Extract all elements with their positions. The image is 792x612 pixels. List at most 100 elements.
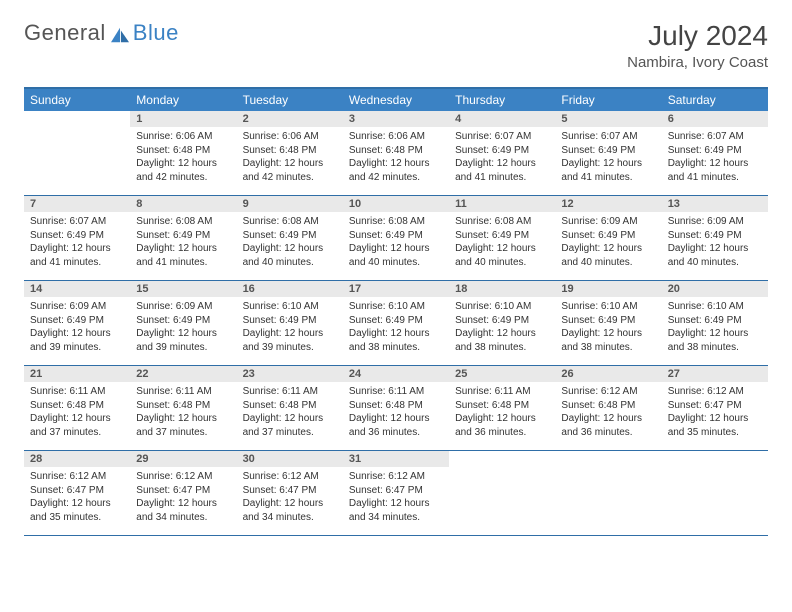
sunset-text: Sunset: 6:49 PM	[243, 314, 337, 328]
daylight-text: and 35 minutes.	[668, 426, 762, 440]
day-number: 7	[24, 196, 130, 212]
daylight-text: Daylight: 12 hours	[561, 327, 655, 341]
header: General Blue July 2024 Nambira, Ivory Co…	[24, 20, 768, 71]
daylight-text: and 37 minutes.	[243, 426, 337, 440]
day-details: Sunrise: 6:12 AMSunset: 6:48 PMDaylight:…	[555, 382, 661, 445]
sunrise-text: Sunrise: 6:07 AM	[561, 130, 655, 144]
calendar-day: 17Sunrise: 6:10 AMSunset: 6:49 PMDayligh…	[343, 281, 449, 365]
calendar-week: 7Sunrise: 6:07 AMSunset: 6:49 PMDaylight…	[24, 196, 768, 281]
day-details: Sunrise: 6:06 AMSunset: 6:48 PMDaylight:…	[237, 127, 343, 190]
day-number: 19	[555, 281, 661, 297]
daylight-text: and 38 minutes.	[668, 341, 762, 355]
calendar-day: 31Sunrise: 6:12 AMSunset: 6:47 PMDayligh…	[343, 451, 449, 535]
weekday-header: Saturday	[662, 89, 768, 111]
day-number	[662, 451, 768, 455]
daylight-text: and 41 minutes.	[30, 256, 124, 270]
sunrise-text: Sunrise: 6:07 AM	[30, 215, 124, 229]
day-details: Sunrise: 6:10 AMSunset: 6:49 PMDaylight:…	[343, 297, 449, 360]
day-number: 16	[237, 281, 343, 297]
sunset-text: Sunset: 6:47 PM	[136, 484, 230, 498]
calendar-day: 5Sunrise: 6:07 AMSunset: 6:49 PMDaylight…	[555, 111, 661, 195]
daylight-text: Daylight: 12 hours	[30, 242, 124, 256]
sunset-text: Sunset: 6:49 PM	[668, 314, 762, 328]
daylight-text: and 40 minutes.	[668, 256, 762, 270]
daylight-text: Daylight: 12 hours	[30, 327, 124, 341]
day-number	[449, 451, 555, 455]
daylight-text: Daylight: 12 hours	[668, 327, 762, 341]
daylight-text: and 35 minutes.	[30, 511, 124, 525]
daylight-text: and 36 minutes.	[455, 426, 549, 440]
sunrise-text: Sunrise: 6:12 AM	[243, 470, 337, 484]
day-number: 27	[662, 366, 768, 382]
sunrise-text: Sunrise: 6:12 AM	[30, 470, 124, 484]
daylight-text: Daylight: 12 hours	[455, 157, 549, 171]
daylight-text: and 42 minutes.	[136, 171, 230, 185]
day-number: 11	[449, 196, 555, 212]
daylight-text: Daylight: 12 hours	[349, 242, 443, 256]
sunrise-text: Sunrise: 6:07 AM	[455, 130, 549, 144]
calendar-day: 1Sunrise: 6:06 AMSunset: 6:48 PMDaylight…	[130, 111, 236, 195]
day-details: Sunrise: 6:12 AMSunset: 6:47 PMDaylight:…	[343, 467, 449, 530]
daylight-text: and 41 minutes.	[561, 171, 655, 185]
daylight-text: Daylight: 12 hours	[349, 412, 443, 426]
daylight-text: Daylight: 12 hours	[136, 327, 230, 341]
day-details: Sunrise: 6:09 AMSunset: 6:49 PMDaylight:…	[662, 212, 768, 275]
daylight-text: and 34 minutes.	[136, 511, 230, 525]
day-details: Sunrise: 6:08 AMSunset: 6:49 PMDaylight:…	[343, 212, 449, 275]
daylight-text: Daylight: 12 hours	[136, 157, 230, 171]
daylight-text: Daylight: 12 hours	[136, 242, 230, 256]
daylight-text: and 34 minutes.	[349, 511, 443, 525]
sunrise-text: Sunrise: 6:12 AM	[561, 385, 655, 399]
day-details: Sunrise: 6:11 AMSunset: 6:48 PMDaylight:…	[24, 382, 130, 445]
day-details: Sunrise: 6:09 AMSunset: 6:49 PMDaylight:…	[130, 297, 236, 360]
sunset-text: Sunset: 6:48 PM	[455, 399, 549, 413]
sunrise-text: Sunrise: 6:10 AM	[455, 300, 549, 314]
sunrise-text: Sunrise: 6:06 AM	[243, 130, 337, 144]
weekday-header: Thursday	[449, 89, 555, 111]
sunset-text: Sunset: 6:49 PM	[30, 229, 124, 243]
day-number: 28	[24, 451, 130, 467]
daylight-text: Daylight: 12 hours	[561, 157, 655, 171]
day-number: 17	[343, 281, 449, 297]
sunset-text: Sunset: 6:49 PM	[668, 144, 762, 158]
day-number: 29	[130, 451, 236, 467]
calendar-day: 2Sunrise: 6:06 AMSunset: 6:48 PMDaylight…	[237, 111, 343, 195]
daylight-text: and 37 minutes.	[136, 426, 230, 440]
sunset-text: Sunset: 6:48 PM	[243, 144, 337, 158]
day-details: Sunrise: 6:07 AMSunset: 6:49 PMDaylight:…	[555, 127, 661, 190]
sunset-text: Sunset: 6:49 PM	[136, 229, 230, 243]
day-details: Sunrise: 6:11 AMSunset: 6:48 PMDaylight:…	[449, 382, 555, 445]
calendar-week: 14Sunrise: 6:09 AMSunset: 6:49 PMDayligh…	[24, 281, 768, 366]
daylight-text: and 41 minutes.	[136, 256, 230, 270]
calendar-day: 11Sunrise: 6:08 AMSunset: 6:49 PMDayligh…	[449, 196, 555, 280]
day-details: Sunrise: 6:10 AMSunset: 6:49 PMDaylight:…	[237, 297, 343, 360]
calendar-day: 16Sunrise: 6:10 AMSunset: 6:49 PMDayligh…	[237, 281, 343, 365]
daylight-text: and 38 minutes.	[455, 341, 549, 355]
calendar-day: 20Sunrise: 6:10 AMSunset: 6:49 PMDayligh…	[662, 281, 768, 365]
sunrise-text: Sunrise: 6:09 AM	[668, 215, 762, 229]
daylight-text: and 42 minutes.	[349, 171, 443, 185]
sunrise-text: Sunrise: 6:12 AM	[668, 385, 762, 399]
daylight-text: and 34 minutes.	[243, 511, 337, 525]
daylight-text: Daylight: 12 hours	[243, 242, 337, 256]
daylight-text: Daylight: 12 hours	[136, 497, 230, 511]
sunset-text: Sunset: 6:48 PM	[349, 399, 443, 413]
sunrise-text: Sunrise: 6:12 AM	[136, 470, 230, 484]
sunrise-text: Sunrise: 6:10 AM	[561, 300, 655, 314]
sunset-text: Sunset: 6:49 PM	[455, 144, 549, 158]
page-subtitle: Nambira, Ivory Coast	[627, 54, 768, 71]
logo-text-2: Blue	[133, 20, 179, 46]
sunrise-text: Sunrise: 6:07 AM	[668, 130, 762, 144]
weekday-header: Friday	[555, 89, 661, 111]
daylight-text: Daylight: 12 hours	[243, 327, 337, 341]
calendar-day: 27Sunrise: 6:12 AMSunset: 6:47 PMDayligh…	[662, 366, 768, 450]
sunset-text: Sunset: 6:49 PM	[561, 314, 655, 328]
day-number: 24	[343, 366, 449, 382]
calendar-day: 25Sunrise: 6:11 AMSunset: 6:48 PMDayligh…	[449, 366, 555, 450]
logo-text-1: General	[24, 20, 106, 46]
day-number: 30	[237, 451, 343, 467]
sunset-text: Sunset: 6:49 PM	[455, 229, 549, 243]
day-number: 6	[662, 111, 768, 127]
day-details: Sunrise: 6:11 AMSunset: 6:48 PMDaylight:…	[237, 382, 343, 445]
day-details: Sunrise: 6:06 AMSunset: 6:48 PMDaylight:…	[343, 127, 449, 190]
